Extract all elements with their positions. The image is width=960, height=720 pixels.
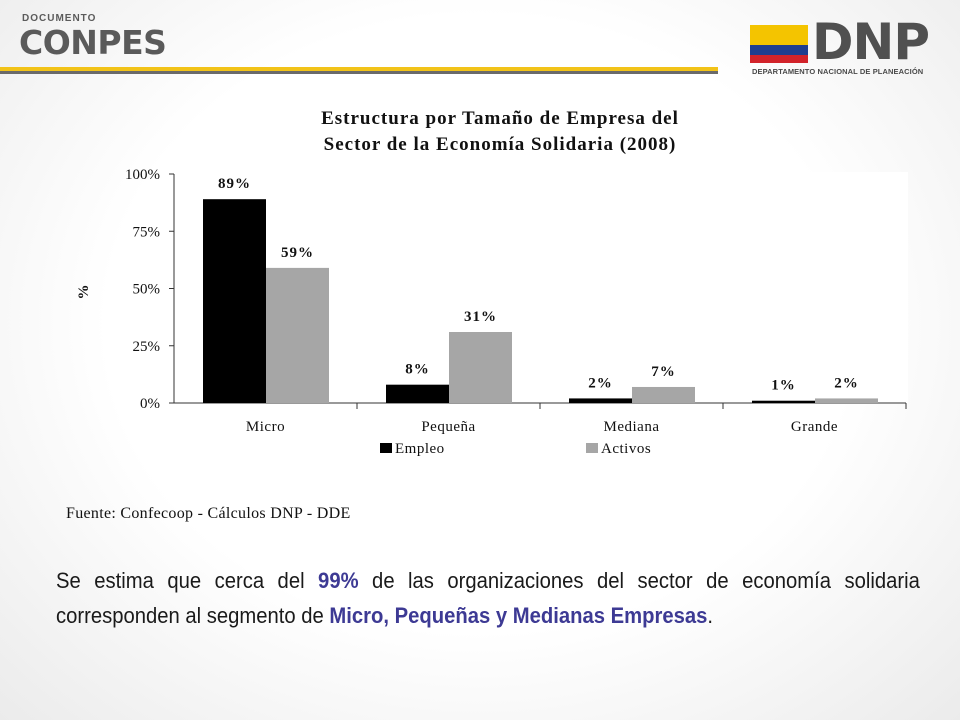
- y-axis-label: %: [76, 285, 92, 300]
- x-tick-label: Mediana: [604, 419, 660, 435]
- bar-empleo-pequeña: [386, 384, 449, 403]
- document-title: CONPES: [19, 23, 167, 62]
- data-label: 7%: [651, 364, 676, 380]
- document-label: DOCUMENTO: [22, 13, 97, 24]
- body-highlight-segment: Micro, Pequeñas y Medianas Empresas: [329, 603, 708, 628]
- header-divider-yellow: [0, 67, 718, 71]
- legend-swatch-activos: [586, 443, 598, 453]
- data-label: 8%: [405, 362, 430, 378]
- chart-title-line2: Sector de la Economía Solidaria (2008): [323, 134, 677, 155]
- y-tick-label: 100%: [125, 167, 160, 183]
- y-tick-label: 25%: [133, 339, 161, 355]
- legend-swatch-empleo: [380, 443, 392, 453]
- body-highlight-percent: 99%: [318, 568, 359, 593]
- colombia-flag-icon: [750, 25, 808, 63]
- source-note: Fuente: Confecoop - Cálculos DNP - DDE: [66, 505, 351, 522]
- bar-activos-mediana: [632, 386, 695, 403]
- bar-activos-grande: [815, 398, 878, 403]
- body-text-part2: de las organizaciones del sector de econ…: [56, 568, 920, 628]
- legend-label-empleo: Empleo: [395, 441, 445, 457]
- header-divider-gray: [0, 71, 718, 74]
- x-tick-label: Micro: [246, 419, 285, 435]
- y-tick-label: 0%: [140, 396, 160, 412]
- bar-activos-pequeña: [449, 332, 512, 403]
- body-text-part3: .: [707, 603, 714, 628]
- bar-activos-micro: [266, 267, 329, 403]
- dnp-logo-subtitle: DEPARTAMENTO NACIONAL DE PLANEACIÓN: [752, 67, 924, 76]
- chart-title-line1: Estructura por Tamaño de Empresa del: [321, 108, 679, 129]
- legend-label-activos: Activos: [601, 441, 651, 457]
- bar-empleo-grande: [752, 400, 815, 403]
- data-label: 2%: [588, 375, 613, 391]
- x-tick-label: Pequeña: [421, 419, 475, 435]
- dnp-logo: DNP: [812, 13, 930, 71]
- bar-empleo-mediana: [569, 398, 632, 403]
- data-label: 31%: [464, 309, 497, 325]
- body-text-part1: Se estima que cerca del: [56, 568, 319, 593]
- x-tick-label: Grande: [791, 419, 838, 435]
- body-paragraph: Se estima que cerca del 99% de las organ…: [56, 563, 920, 633]
- data-label: 89%: [218, 176, 251, 192]
- data-label: 59%: [281, 245, 314, 261]
- data-label: 2%: [834, 375, 859, 391]
- data-label: 1%: [771, 378, 796, 394]
- bar-empleo-micro: [203, 199, 266, 403]
- y-tick-label: 75%: [133, 224, 161, 240]
- y-tick-label: 50%: [133, 282, 161, 298]
- chart-title: Estructura por Tamaño de Empresa del Sec…: [200, 106, 800, 158]
